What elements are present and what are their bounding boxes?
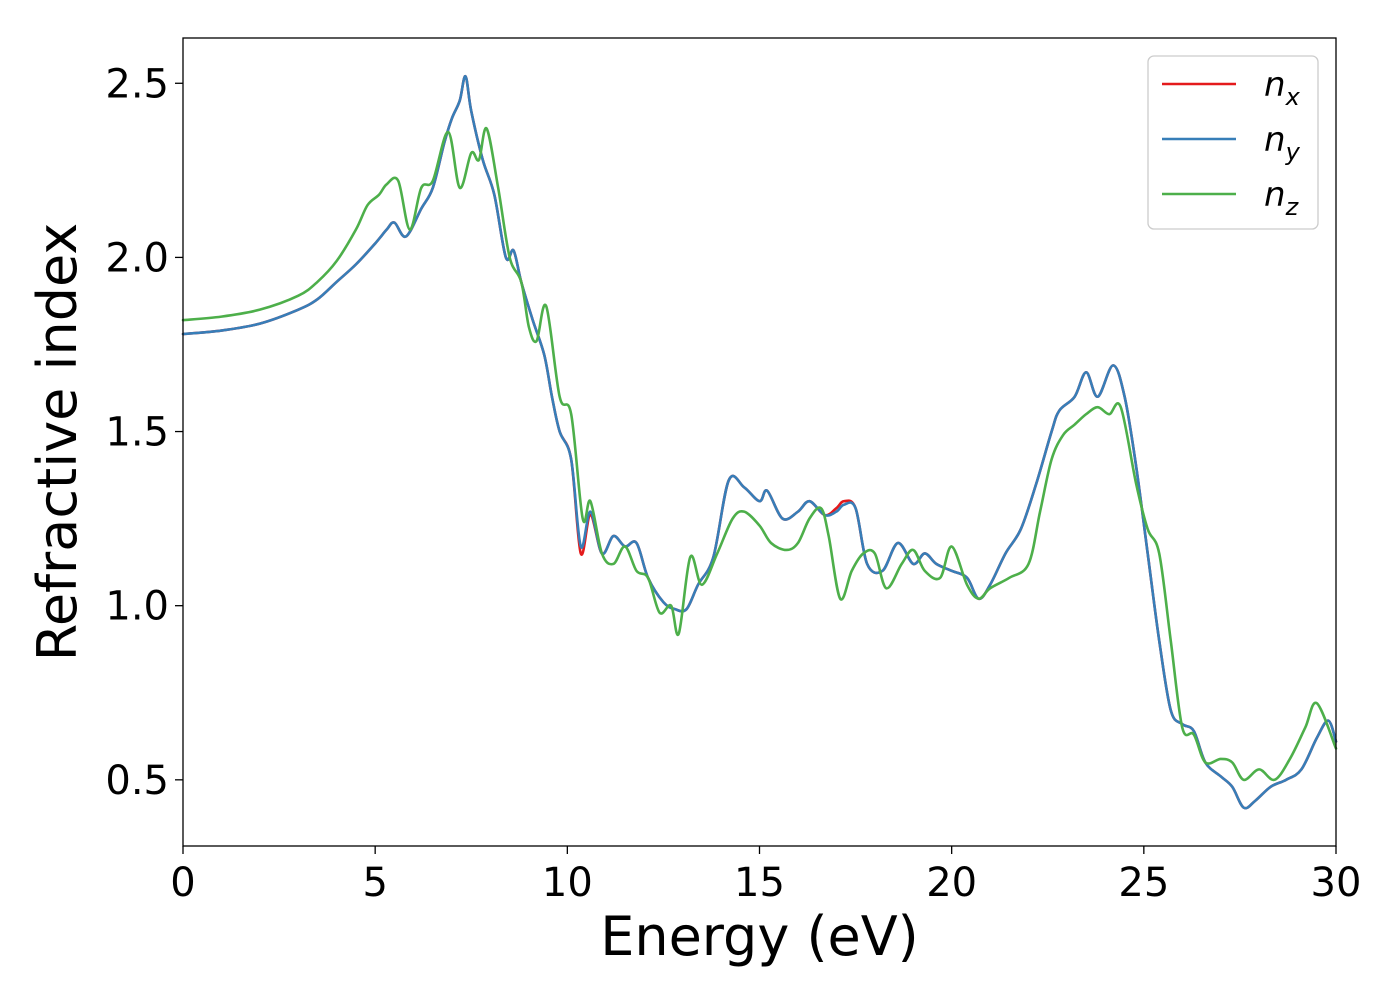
x-tick-label: 5: [362, 860, 387, 906]
x-tick-label: 15: [734, 860, 785, 906]
legend-subscript: y: [1285, 138, 1301, 166]
x-tick-label: 20: [926, 860, 977, 906]
y-axis: 0.5 1.0 1.5 2.0 2.5: [105, 61, 183, 804]
legend-box: [1147, 55, 1319, 230]
x-tick-label: 10: [542, 860, 593, 906]
legend-label-ny: ny: [1264, 120, 1301, 166]
legend-subscript: x: [1285, 83, 1301, 111]
y-tick-label: 2.5: [105, 61, 169, 107]
series-layer: [181, 75, 1338, 810]
series-line-ny: [181, 75, 1338, 810]
y-tick-label: 0.5: [105, 758, 169, 804]
x-tick-label: 25: [1118, 860, 1169, 906]
y-axis-title: Refractive index: [26, 223, 89, 662]
legend-subscript: z: [1285, 193, 1300, 221]
x-tick-label: 30: [1311, 860, 1362, 906]
x-axis: 0 5 10 15 20 25 30: [170, 846, 1361, 906]
legend-label-nx: nx: [1264, 65, 1301, 111]
y-tick-label: 1.5: [105, 410, 169, 456]
series-line-nz: [181, 127, 1338, 782]
x-tick-label: 0: [170, 860, 195, 906]
y-tick-label: 1.0: [105, 584, 169, 630]
x-axis-title: Energy (eV): [600, 905, 919, 968]
y-tick-label: 2.0: [105, 235, 169, 281]
